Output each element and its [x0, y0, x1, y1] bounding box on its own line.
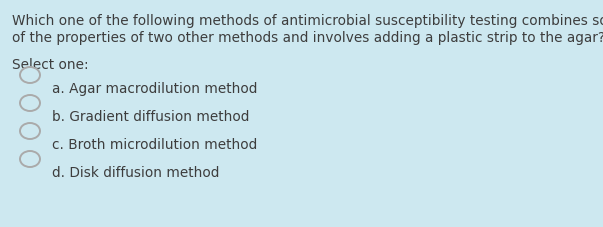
- Text: Which one of the following methods of antimicrobial susceptibility testing combi: Which one of the following methods of an…: [12, 14, 603, 28]
- Ellipse shape: [20, 123, 40, 139]
- Text: b. Gradient diffusion method: b. Gradient diffusion method: [52, 110, 250, 124]
- Ellipse shape: [20, 67, 40, 83]
- Text: of the properties of two other methods and involves adding a plastic strip to th: of the properties of two other methods a…: [12, 31, 603, 45]
- Text: a. Agar macrodilution method: a. Agar macrodilution method: [52, 82, 257, 96]
- Ellipse shape: [20, 151, 40, 167]
- Text: c. Broth microdilution method: c. Broth microdilution method: [52, 138, 257, 152]
- Text: d. Disk diffusion method: d. Disk diffusion method: [52, 166, 219, 180]
- Ellipse shape: [20, 95, 40, 111]
- Text: Select one:: Select one:: [12, 58, 89, 72]
